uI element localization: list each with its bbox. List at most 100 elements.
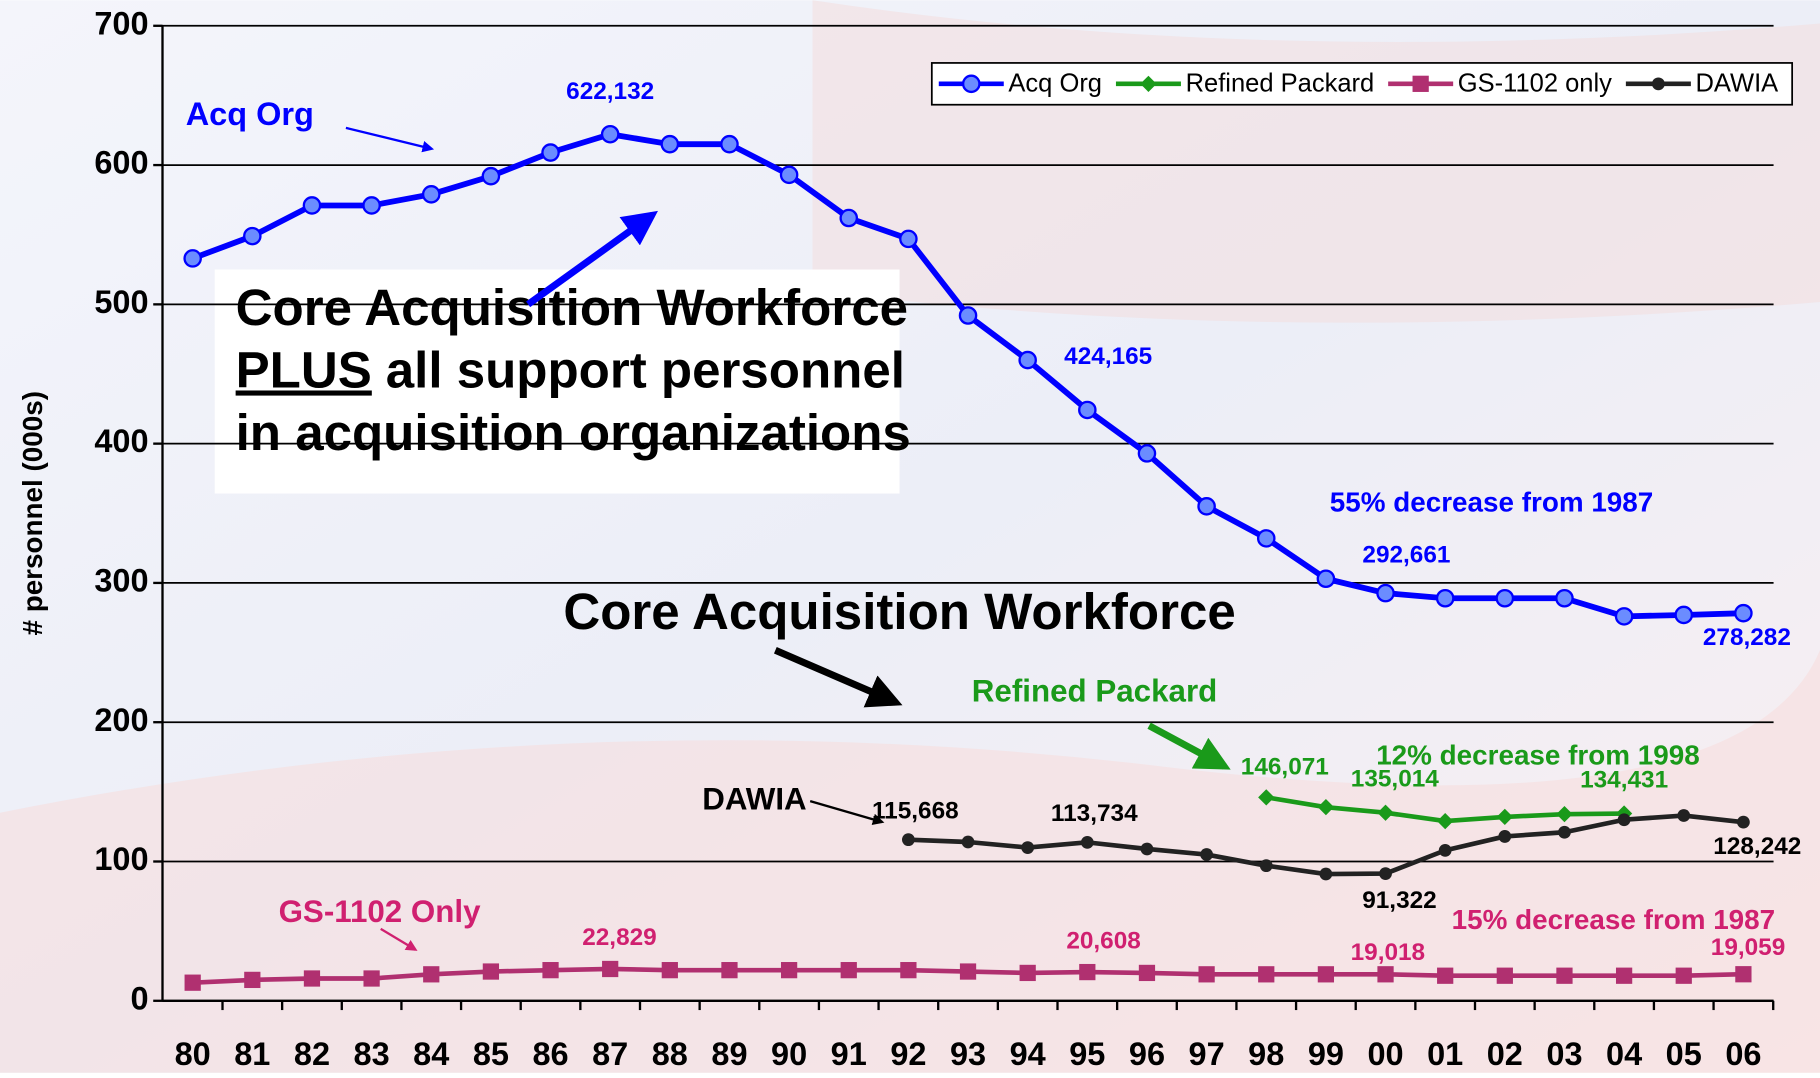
legend-label: Refined Packard [1186, 70, 1375, 98]
point [542, 144, 558, 160]
x-tick-label: 02 [1487, 1036, 1523, 1072]
data-label: 19,018 [1351, 939, 1426, 966]
point [602, 961, 618, 977]
annotation: 15% decrease from 1987 [1452, 904, 1776, 935]
point [244, 228, 260, 244]
point [1079, 402, 1095, 418]
point [960, 307, 976, 323]
point [363, 970, 379, 986]
annotation: all support personnel [386, 341, 905, 398]
x-tick-label: 88 [652, 1036, 688, 1072]
point [1377, 966, 1393, 982]
point [423, 186, 439, 202]
annotation: DAWIA [702, 781, 806, 816]
y-tick-label: 400 [94, 423, 148, 459]
point [1439, 844, 1452, 857]
annotation: Core Acquisition Workforce [236, 279, 908, 336]
x-tick-label: 99 [1308, 1036, 1344, 1072]
point [1735, 966, 1751, 982]
x-tick-label: 80 [175, 1036, 211, 1072]
annotation: GS-1102 Only [279, 894, 482, 929]
point [602, 126, 618, 142]
y-tick-label: 100 [94, 841, 148, 877]
point [721, 962, 737, 978]
x-tick-label: 86 [532, 1036, 568, 1072]
point [662, 962, 678, 978]
data-label: 22,829 [582, 924, 657, 951]
y-tick-label: 300 [94, 563, 148, 599]
point [1497, 590, 1513, 606]
point [841, 962, 857, 978]
data-label: 91,322 [1362, 887, 1437, 914]
point [781, 167, 797, 183]
point [1198, 498, 1214, 514]
x-tick-label: 82 [294, 1036, 330, 1072]
point [960, 963, 976, 979]
flag-stripe [813, 0, 1820, 322]
data-label: 424,165 [1064, 343, 1152, 370]
point [483, 963, 499, 979]
point [1139, 965, 1155, 981]
data-label: 20,608 [1066, 927, 1141, 954]
x-tick-label: 92 [890, 1036, 926, 1072]
point [721, 136, 737, 152]
point [1377, 585, 1393, 601]
x-tick-label: 98 [1248, 1036, 1284, 1072]
x-tick-label: 96 [1129, 1036, 1165, 1072]
point [1497, 968, 1513, 984]
point [1413, 76, 1429, 92]
point [963, 76, 979, 92]
point [423, 966, 439, 982]
point [781, 962, 797, 978]
x-tick-label: 81 [234, 1036, 270, 1072]
point [1558, 826, 1571, 839]
annotation: 55% decrease from 1987 [1330, 486, 1654, 517]
point [363, 197, 379, 213]
point [1618, 813, 1631, 826]
point [185, 250, 201, 266]
point [1437, 968, 1453, 984]
point [1737, 816, 1750, 829]
x-tick-label: 95 [1069, 1036, 1105, 1072]
x-tick-label: 89 [711, 1036, 747, 1072]
x-tick-label: 91 [831, 1036, 867, 1072]
data-label: 115,668 [872, 797, 959, 824]
point [1676, 968, 1692, 984]
point [1141, 843, 1154, 856]
point [1320, 868, 1333, 881]
point [304, 970, 320, 986]
point [1556, 590, 1572, 606]
point [1677, 809, 1690, 822]
x-tick-label: 87 [592, 1036, 628, 1072]
point [1652, 77, 1665, 90]
x-tick-label: 04 [1606, 1036, 1642, 1072]
x-tick-label: 00 [1367, 1036, 1403, 1072]
data-label: 292,661 [1362, 541, 1450, 568]
point [1198, 966, 1214, 982]
point [185, 975, 201, 991]
point [662, 136, 678, 152]
annotation: Refined Packard [972, 673, 1218, 708]
x-tick-label: 94 [1010, 1036, 1046, 1072]
point [1200, 848, 1213, 861]
annotation: Core Acquisition Workforce [563, 583, 1235, 640]
point [902, 833, 915, 846]
point [1437, 590, 1453, 606]
point [1556, 968, 1572, 984]
point [1260, 859, 1273, 872]
point [1079, 964, 1095, 980]
y-axis-label: # personnel (000s) [17, 391, 48, 636]
data-label: 622,132 [566, 78, 654, 105]
point [1081, 836, 1094, 849]
point [1258, 530, 1274, 546]
point [841, 210, 857, 226]
point [1735, 605, 1751, 621]
point [1318, 966, 1334, 982]
point [1021, 841, 1034, 854]
y-tick-label: 500 [94, 284, 148, 320]
data-label: 113,734 [1051, 800, 1138, 827]
point [1318, 571, 1334, 587]
point [900, 231, 916, 247]
data-label: 278,282 [1703, 624, 1791, 651]
